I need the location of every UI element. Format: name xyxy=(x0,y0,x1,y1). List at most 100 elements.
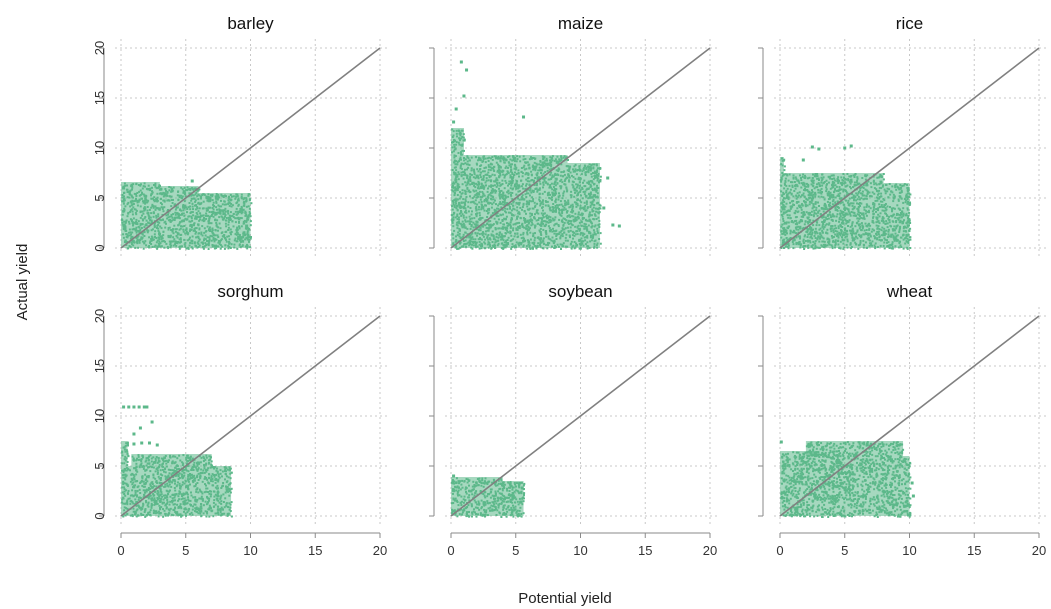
data-point xyxy=(150,192,153,195)
data-point-cluster xyxy=(451,128,464,155)
data-point xyxy=(227,247,230,250)
data-point xyxy=(178,247,181,250)
data-point xyxy=(475,162,478,165)
data-point xyxy=(454,107,458,111)
reference-line xyxy=(120,47,381,249)
y-tick-label: 5 xyxy=(92,194,107,201)
data-point xyxy=(236,247,239,250)
data-point xyxy=(803,248,806,250)
data-point xyxy=(142,247,145,250)
data-point xyxy=(573,247,576,250)
data-point xyxy=(463,139,466,142)
x-axis-title: Potential yield xyxy=(518,590,611,607)
data-point xyxy=(602,206,606,210)
data-point xyxy=(611,223,615,227)
y-tick-label: 10 xyxy=(92,141,107,155)
data-point xyxy=(510,247,513,250)
data-point xyxy=(842,247,845,250)
panel-barley: 0 5 10 15 20 barley xyxy=(92,14,388,256)
data-point xyxy=(246,215,250,219)
panel-title: rice xyxy=(896,14,923,33)
points-rice xyxy=(780,144,912,250)
data-point xyxy=(542,247,545,250)
data-point xyxy=(127,247,130,250)
data-point-cluster xyxy=(451,163,600,248)
data-point xyxy=(185,247,188,250)
data-point xyxy=(560,248,562,250)
y-axis-title: Actual yield xyxy=(14,244,31,321)
data-point xyxy=(501,247,503,250)
data-point xyxy=(207,248,210,250)
data-point xyxy=(586,247,589,250)
data-point xyxy=(453,154,456,157)
points-barley xyxy=(121,179,253,250)
data-point xyxy=(599,242,602,245)
y-tick-label: 0 xyxy=(92,244,107,251)
data-point xyxy=(908,236,911,239)
data-point xyxy=(814,247,817,250)
data-point xyxy=(890,247,893,250)
data-point xyxy=(478,247,481,250)
data-point xyxy=(570,247,573,250)
data-point xyxy=(465,68,469,72)
data-point xyxy=(219,247,222,250)
data-point xyxy=(198,188,201,191)
data-point xyxy=(154,185,157,188)
data-point xyxy=(909,227,912,230)
data-point xyxy=(529,247,532,250)
data-point xyxy=(142,185,145,188)
data-point xyxy=(606,176,610,180)
points-maize xyxy=(451,60,621,250)
data-point xyxy=(831,247,834,250)
panel-title: barley xyxy=(227,14,274,33)
data-point xyxy=(460,162,463,165)
data-point xyxy=(906,247,909,250)
data-point xyxy=(545,162,548,165)
data-point xyxy=(188,192,191,195)
data-point xyxy=(891,247,894,250)
data-point xyxy=(909,238,912,241)
data-point xyxy=(909,193,912,196)
panel-title: maize xyxy=(558,14,603,33)
data-point xyxy=(190,179,194,183)
data-point xyxy=(249,224,252,227)
data-point xyxy=(462,94,466,98)
data-point xyxy=(578,247,581,250)
data-point xyxy=(522,115,526,119)
data-point xyxy=(850,247,853,250)
y-tick-label: 15 xyxy=(92,91,107,105)
data-point xyxy=(599,232,602,235)
y-tick-label: 20 xyxy=(92,41,107,55)
data-point xyxy=(547,162,550,165)
data-point xyxy=(156,247,159,250)
data-point xyxy=(454,155,457,157)
data-point xyxy=(215,247,218,250)
data-point-cluster xyxy=(121,182,160,186)
data-point xyxy=(223,247,226,250)
data-point xyxy=(245,224,249,228)
data-point xyxy=(246,247,249,250)
data-point xyxy=(164,192,167,195)
data-point xyxy=(567,159,569,161)
data-point xyxy=(902,247,905,250)
data-point xyxy=(463,149,465,152)
panel-maize: maize xyxy=(429,14,718,256)
data-point xyxy=(457,247,460,250)
data-point xyxy=(883,247,886,250)
data-point xyxy=(249,237,252,240)
data-point xyxy=(489,162,492,165)
data-point-cluster xyxy=(121,193,251,248)
data-point xyxy=(133,192,136,195)
data-point xyxy=(191,247,194,250)
data-point xyxy=(812,247,815,250)
data-point xyxy=(599,175,602,178)
data-point-cluster xyxy=(451,155,568,163)
data-point xyxy=(250,202,253,205)
data-point-cluster xyxy=(121,186,199,193)
data-point xyxy=(456,247,459,250)
data-point xyxy=(874,247,877,250)
data-point xyxy=(526,247,529,250)
data-point xyxy=(158,185,161,188)
